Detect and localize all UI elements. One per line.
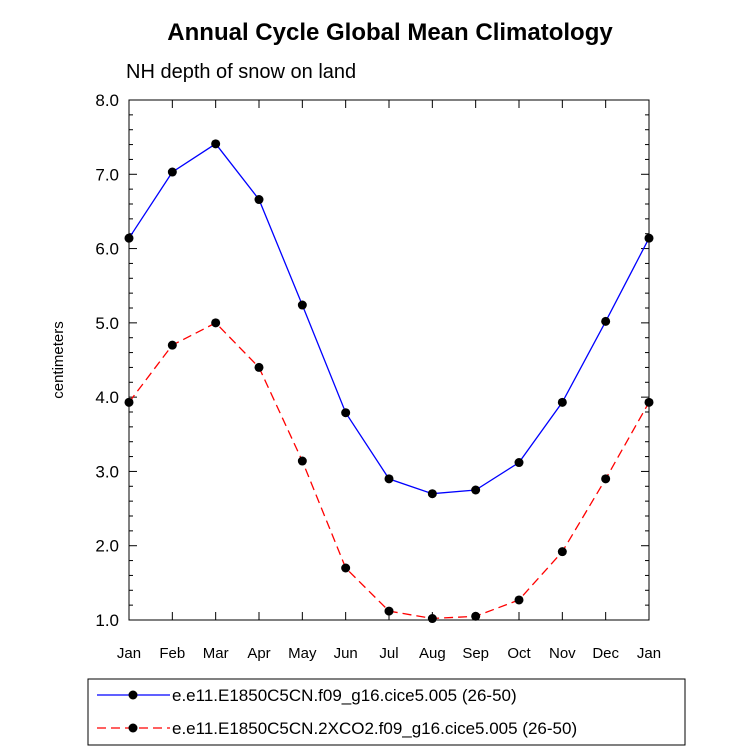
y-tick-label: 5.0 [95,314,119,333]
y-tick-label: 8.0 [95,91,119,110]
data-point-series-1 [427,489,437,499]
data-point-series-1 [124,233,134,243]
x-tick-label: Dec [592,645,619,662]
data-point-series-1 [557,397,567,407]
axis-ticks [128,99,650,621]
data-point-series-1 [341,408,351,418]
chart-subtitle: NH depth of snow on land [126,61,356,83]
data-point-series-2 [471,611,481,621]
y-tick-label: 1.0 [95,611,119,630]
x-tick-label: Jun [334,645,358,662]
plot-frame [128,99,650,621]
data-point-series-2 [384,606,394,616]
y-tick-labels: 1.0 2.0 3.0 4.0 5.0 6.0 7.0 8.0 [95,91,119,630]
x-tick-label: May [288,645,317,662]
legend-marker-series-2 [128,723,138,733]
data-point-series-1 [514,458,524,468]
data-point-series-2 [211,318,221,328]
x-tick-label: Sep [462,645,489,662]
data-point-series-1 [384,474,394,484]
series-lines [128,142,650,620]
data-point-series-2 [557,547,567,557]
data-point-series-1 [471,485,481,495]
y-tick-label: 2.0 [95,537,119,556]
series-markers [124,139,654,624]
legend-marker-series-1 [128,690,138,700]
data-point-series-1 [297,300,307,310]
x-tick-label: Jan [117,645,141,662]
data-point-series-2 [341,563,351,573]
x-tick-label: Aug [419,645,446,662]
y-tick-label: 3.0 [95,462,119,481]
data-point-series-2 [644,397,654,407]
data-point-series-2 [254,362,264,372]
data-point-series-1 [211,139,221,149]
legend-label-series-2: e.e11.E1850C5CN.2XCO2.f09_g16.cice5.005 … [172,719,577,738]
data-point-series-2 [124,397,134,407]
legend-label-series-1: e.e11.E1850C5CN.f09_g16.cice5.005 (26-50… [172,686,517,705]
data-point-series-1 [254,195,264,205]
data-point-series-2 [297,456,307,466]
series-line-1 [128,142,650,495]
chart-title: Annual Cycle Global Mean Climatology [167,19,613,46]
x-tick-label: Oct [507,645,531,662]
y-tick-label: 6.0 [95,240,119,259]
x-tick-label: Mar [203,645,229,662]
x-tick-label: Feb [159,645,185,662]
data-point-series-2 [601,474,611,484]
legend-box [87,678,686,746]
x-tick-labels: Jan Feb Mar Apr May Jun Jul Aug Sep Oct Nov Dec Jan [117,645,661,662]
y-axis-label: centimeters [50,321,67,399]
data-point-series-2 [514,595,524,605]
legend: e.e11.E1850C5CN.f09_g16.cice5.005 (26-50… [87,678,686,746]
series-line-2 [128,322,650,620]
x-tick-label: Jan [637,645,661,662]
data-point-series-2 [167,340,177,350]
data-point-series-1 [601,316,611,326]
x-tick-label: Apr [247,645,270,662]
x-tick-label: Jul [379,645,398,662]
y-tick-label: 7.0 [95,165,119,184]
data-point-series-1 [644,233,654,243]
data-point-series-2 [427,614,437,624]
x-tick-label: Nov [549,645,576,662]
y-tick-label: 4.0 [95,388,119,407]
data-point-series-1 [167,167,177,177]
